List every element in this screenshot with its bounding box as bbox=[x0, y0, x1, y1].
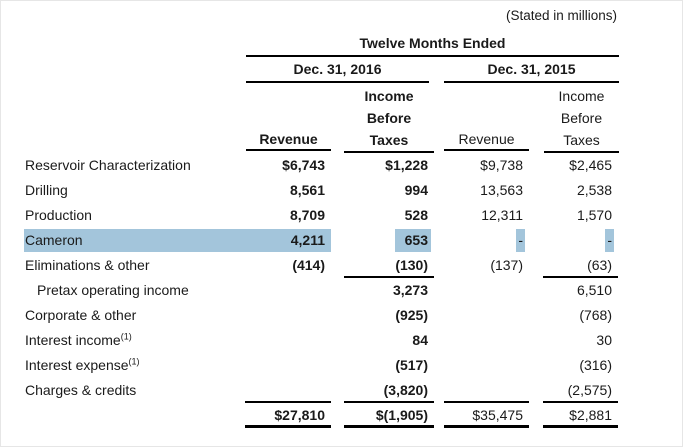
table-row-interest-expense: Interest expense(1) (517) (316) bbox=[1, 353, 682, 378]
cell-2016-revenue: 8,709 bbox=[289, 207, 325, 223]
table-row-corporate-other: Corporate & other (925) (768) bbox=[1, 303, 682, 328]
cell-2016-income-before-taxes: 3,273 bbox=[392, 282, 428, 298]
cameron-dash-highlight: - bbox=[605, 229, 614, 252]
row-label: Interest expense bbox=[25, 357, 129, 373]
row-label-cell: Cameron bbox=[1, 228, 245, 253]
cell-2015-revenue: - bbox=[444, 228, 529, 253]
column-header-revenue-2015: Revenue bbox=[444, 129, 529, 151]
cell-2016-revenue: (414) bbox=[292, 257, 325, 273]
cell-2016-revenue bbox=[245, 353, 331, 378]
cell-2016-revenue bbox=[245, 328, 331, 353]
total-2015-revenue: $35,475 bbox=[444, 403, 529, 428]
column-header-revenue-2016: Revenue bbox=[246, 129, 331, 151]
cameron-row-highlight: Cameron bbox=[24, 229, 245, 252]
cell-2015-revenue bbox=[444, 378, 529, 403]
cell-2015-revenue bbox=[444, 303, 529, 328]
cell-2016-income-before-taxes: 994 bbox=[404, 182, 428, 198]
cell-2015-income-before-taxes: 6,510 bbox=[576, 282, 612, 298]
cell-2016-income-before-taxes: (130) bbox=[344, 253, 434, 278]
footnote-ref: (1) bbox=[128, 356, 140, 367]
cell-2015-income-before-taxes: - bbox=[543, 228, 618, 253]
column-header-line: Taxes bbox=[369, 132, 409, 148]
cell-2015-income-before-taxes: (316) bbox=[579, 357, 612, 373]
cell-2016-revenue: 4,211 bbox=[245, 229, 331, 252]
row-label: Corporate & other bbox=[25, 307, 137, 323]
cell-2016-income-before-taxes: (3,820) bbox=[344, 378, 434, 403]
period-header-2016: Dec. 31, 2016 bbox=[246, 61, 429, 83]
table-row-production: Production 8,709 528 12,311 1,570 bbox=[1, 203, 682, 228]
table-row-eliminations-other: Eliminations & other (414) (130) (137) (… bbox=[1, 253, 682, 278]
table-row-pretax-operating-income: Pretax operating income 3,273 6,510 bbox=[1, 278, 682, 303]
table-row-reservoir-characterization: Reservoir Characterization $6,743 $1,228… bbox=[1, 153, 682, 178]
cell-2015-revenue: (137) bbox=[490, 257, 523, 273]
column-header-line: Income bbox=[558, 88, 605, 104]
cell-2015-income-before-taxes: $2,465 bbox=[569, 157, 612, 173]
twelve-months-ended-header: Twelve Months Ended bbox=[246, 35, 619, 57]
total-2016-revenue: $27,810 bbox=[245, 403, 331, 428]
row-label: Reservoir Characterization bbox=[25, 157, 191, 173]
row-label: Interest income bbox=[25, 332, 121, 348]
cell-2016-income-before-taxes: 528 bbox=[404, 207, 428, 223]
stated-in-millions-note: (Stated in millions) bbox=[505, 8, 617, 23]
column-header-line: Income bbox=[364, 88, 414, 104]
cell-2016-revenue: $6,743 bbox=[282, 157, 325, 173]
cell-2015-revenue: 13,563 bbox=[480, 182, 523, 198]
cell-2015-income-before-taxes: 30 bbox=[596, 332, 612, 348]
cell-2015-revenue bbox=[444, 328, 529, 353]
table-row-drilling: Drilling 8,561 994 13,563 2,538 bbox=[1, 178, 682, 203]
cell-2016-income-before-taxes: 84 bbox=[412, 332, 428, 348]
row-label bbox=[1, 403, 245, 428]
table-body: Reservoir Characterization $6,743 $1,228… bbox=[1, 153, 682, 428]
cell-2015-revenue bbox=[444, 353, 529, 378]
period-header-2015: Dec. 31, 2015 bbox=[444, 61, 619, 83]
total-2015-income-before-taxes: $2,881 bbox=[543, 403, 618, 428]
row-label: Pretax operating income bbox=[37, 282, 189, 298]
cell-2016-income-before-taxes: $1,228 bbox=[385, 157, 428, 173]
footnote-ref: (1) bbox=[120, 331, 132, 342]
cell-2016-revenue bbox=[245, 303, 331, 328]
cell-2015-income-before-taxes: 2,538 bbox=[576, 182, 612, 198]
cell-2015-revenue bbox=[444, 278, 529, 303]
cell-2016-revenue: 8,561 bbox=[289, 182, 325, 198]
cell-2016-income-before-taxes: (925) bbox=[395, 307, 428, 323]
column-header-income-before-taxes-2015: Income Before Taxes bbox=[544, 85, 619, 153]
row-label: Charges & credits bbox=[25, 382, 137, 398]
cameron-value-highlight: 653 bbox=[394, 229, 431, 252]
cell-2016-income-before-taxes: 653 bbox=[344, 228, 434, 253]
cell-2015-income-before-taxes: 1,570 bbox=[576, 207, 612, 223]
column-header-income-before-taxes-2016: Income Before Taxes bbox=[344, 85, 434, 153]
cell-2015-income-before-taxes: (63) bbox=[543, 253, 618, 278]
column-header-line: Before bbox=[560, 110, 603, 126]
cell-2016-revenue bbox=[245, 378, 331, 403]
row-label-cell: Interest income(1) bbox=[1, 328, 245, 353]
cameron-dash-highlight: - bbox=[516, 229, 525, 252]
total-2016-income-before-taxes: $(1,905) bbox=[344, 403, 434, 428]
cell-2015-income-before-taxes: (2,575) bbox=[543, 378, 618, 403]
table-row-charges-credits: Charges & credits (3,820) (2,575) bbox=[1, 378, 682, 403]
table-row-totals: $27,810 $(1,905) $35,475 $2,881 bbox=[1, 403, 682, 428]
cell-2016-income-before-taxes: (517) bbox=[395, 357, 428, 373]
column-header-line: Before bbox=[366, 110, 412, 126]
row-label: Eliminations & other bbox=[25, 257, 150, 273]
cell-2015-income-before-taxes: (768) bbox=[579, 307, 612, 323]
cell-2016-revenue bbox=[245, 278, 331, 303]
column-header-line: Taxes bbox=[563, 132, 600, 148]
row-label: Production bbox=[25, 207, 92, 223]
table-row-interest-income: Interest income(1) 84 30 bbox=[1, 328, 682, 353]
table-row-cameron-highlighted: Cameron 4,211 653 - - bbox=[1, 228, 682, 253]
cell-2015-revenue: 12,311 bbox=[481, 207, 523, 223]
cell-2015-revenue: $9,738 bbox=[480, 157, 523, 173]
row-label-cell: Interest expense(1) bbox=[1, 353, 245, 378]
row-label: Drilling bbox=[25, 182, 68, 198]
